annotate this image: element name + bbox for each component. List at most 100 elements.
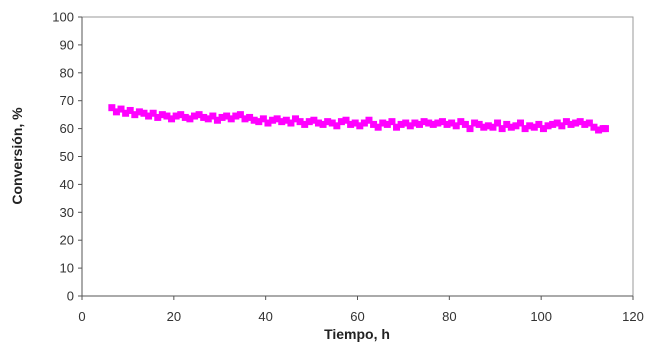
y-tick-label: 50 bbox=[60, 149, 74, 164]
data-point bbox=[126, 106, 134, 114]
data-point bbox=[415, 120, 423, 128]
y-axis-ticks: 0 10 20 30 40 50 60 70 80 90 100 bbox=[52, 10, 82, 304]
data-point bbox=[544, 122, 552, 130]
data-point bbox=[287, 119, 295, 127]
y-tick-label: 100 bbox=[52, 10, 74, 25]
data-point bbox=[140, 109, 148, 117]
data-point bbox=[149, 109, 157, 117]
data-point bbox=[512, 122, 520, 130]
data-point bbox=[246, 113, 254, 121]
x-tick-label: 100 bbox=[530, 309, 552, 324]
data-point bbox=[342, 116, 350, 124]
data-point bbox=[507, 123, 515, 131]
data-point bbox=[457, 118, 465, 126]
data-point bbox=[503, 120, 511, 128]
data-point bbox=[264, 119, 272, 127]
data-point bbox=[553, 119, 561, 127]
data-point bbox=[526, 122, 534, 130]
data-point bbox=[227, 115, 235, 123]
data-point bbox=[434, 119, 442, 127]
data-point bbox=[425, 119, 433, 127]
data-point bbox=[154, 113, 162, 121]
data-point bbox=[562, 118, 570, 126]
data-point bbox=[581, 120, 589, 128]
data-point bbox=[576, 118, 584, 126]
data-point bbox=[489, 123, 497, 131]
y-tick-label: 40 bbox=[60, 177, 74, 192]
data-point bbox=[145, 112, 153, 120]
data-point bbox=[324, 118, 332, 126]
data-point bbox=[397, 120, 405, 128]
data-point bbox=[314, 119, 322, 127]
y-tick-label: 60 bbox=[60, 121, 74, 136]
data-point bbox=[429, 120, 437, 128]
data-point bbox=[388, 118, 396, 126]
data-point bbox=[296, 118, 304, 126]
data-point bbox=[168, 115, 176, 123]
data-point bbox=[200, 113, 208, 121]
data-point bbox=[567, 120, 575, 128]
data-point bbox=[186, 115, 194, 123]
data-point bbox=[333, 122, 341, 130]
data-point bbox=[122, 109, 130, 117]
data-point bbox=[585, 119, 593, 127]
data-points bbox=[108, 104, 609, 134]
data-point bbox=[117, 105, 125, 113]
data-point bbox=[273, 115, 281, 123]
data-point bbox=[223, 112, 231, 120]
data-point bbox=[292, 115, 300, 123]
data-point bbox=[305, 118, 313, 126]
data-point bbox=[370, 120, 378, 128]
data-point bbox=[172, 112, 180, 120]
data-point bbox=[549, 120, 557, 128]
data-point bbox=[301, 120, 309, 128]
data-point bbox=[328, 119, 336, 127]
data-point bbox=[259, 115, 267, 123]
data-point bbox=[452, 122, 460, 130]
x-tick-label: 60 bbox=[350, 309, 364, 324]
y-tick-label: 0 bbox=[67, 289, 74, 304]
data-point bbox=[360, 119, 368, 127]
data-point bbox=[218, 113, 226, 121]
data-point bbox=[112, 108, 120, 116]
data-point bbox=[282, 116, 290, 124]
data-point bbox=[177, 111, 185, 119]
data-point bbox=[558, 122, 566, 130]
data-point bbox=[383, 120, 391, 128]
data-point bbox=[535, 120, 543, 128]
data-point bbox=[494, 119, 502, 127]
data-point bbox=[438, 118, 446, 126]
data-point bbox=[181, 113, 189, 121]
x-tick-label: 0 bbox=[78, 309, 85, 324]
x-tick-label: 120 bbox=[622, 309, 644, 324]
x-tick-label: 40 bbox=[258, 309, 272, 324]
data-point bbox=[269, 116, 277, 124]
data-point bbox=[232, 112, 240, 120]
data-point bbox=[379, 119, 387, 127]
data-point bbox=[158, 111, 166, 119]
data-point bbox=[204, 115, 212, 123]
data-point bbox=[521, 125, 529, 133]
y-tick-label: 90 bbox=[60, 37, 74, 52]
data-point bbox=[213, 116, 221, 124]
x-tick-label: 80 bbox=[442, 309, 456, 324]
data-point bbox=[236, 111, 244, 119]
data-point bbox=[475, 120, 483, 128]
data-point bbox=[590, 123, 598, 131]
data-point bbox=[278, 118, 286, 126]
y-tick-label: 80 bbox=[60, 65, 74, 80]
data-point bbox=[572, 119, 580, 127]
data-point bbox=[402, 119, 410, 127]
data-point bbox=[517, 119, 524, 127]
data-point bbox=[393, 123, 401, 131]
data-point bbox=[347, 120, 355, 128]
data-point bbox=[135, 108, 143, 116]
data-point bbox=[601, 125, 609, 133]
data-point bbox=[443, 120, 451, 128]
plot-area bbox=[81, 16, 634, 297]
data-point bbox=[466, 125, 474, 133]
data-point bbox=[209, 112, 217, 120]
y-tick-label: 70 bbox=[60, 93, 74, 108]
data-point bbox=[461, 120, 469, 128]
y-tick-label: 10 bbox=[60, 261, 74, 276]
